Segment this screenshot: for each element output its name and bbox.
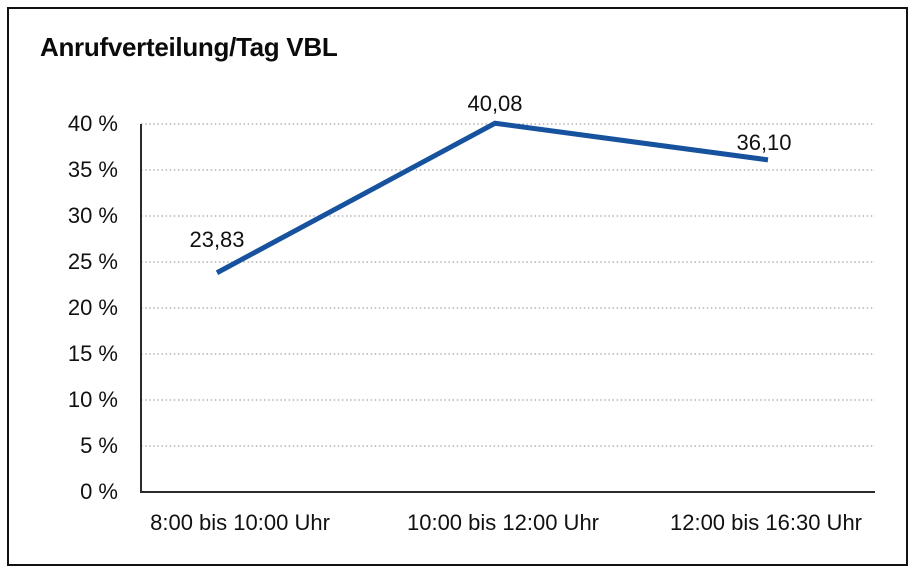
y-tick-label: 0 % [80,479,118,504]
x-tick-label: 12:00 bis 16:30 Uhr [669,510,863,535]
y-tick-label: 20 % [67,295,118,320]
data-point-label: 40,08 [467,91,523,117]
data-point-label: 23,83 [189,226,245,252]
y-tick-label: 5 % [80,433,118,458]
y-tick-label: 35 % [67,157,118,182]
y-tick-label: 10 % [67,387,118,412]
y-tick-label: 40 % [67,111,118,136]
x-tick-label: 10:00 bis 12:00 Uhr [406,510,600,535]
data-series-line [215,120,769,275]
y-tick-label: 15 % [67,341,118,366]
chart-title: Anrufverteilung/Tag VBL [40,32,338,62]
y-tick-label: 25 % [67,249,118,274]
y-tick-label: 30 % [67,203,118,228]
data-point-label: 36,10 [736,129,792,155]
x-tick-label: 8:00 bis 10:00 Uhr [150,510,330,535]
chart-frame [7,7,908,566]
